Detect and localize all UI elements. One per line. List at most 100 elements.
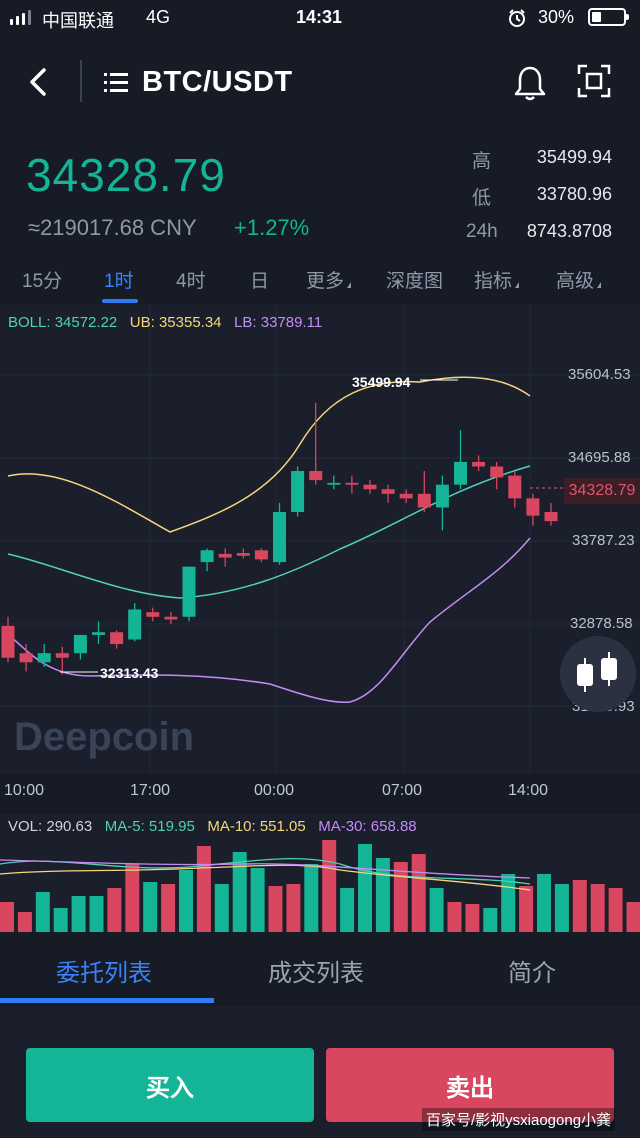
volume-bar bbox=[286, 884, 301, 932]
volume-bar bbox=[447, 902, 462, 932]
volume-bar bbox=[340, 888, 355, 932]
nav-bar: BTC/USDT bbox=[0, 36, 640, 130]
candle-body bbox=[508, 475, 522, 499]
candle-body bbox=[291, 471, 305, 513]
volume-bar bbox=[554, 884, 569, 932]
tab-15m[interactable]: 15分 bbox=[22, 271, 63, 292]
candle-toggle-icon bbox=[577, 652, 617, 692]
candle-body bbox=[381, 489, 395, 494]
time-axis bbox=[0, 774, 640, 814]
volume-bar bbox=[537, 874, 551, 932]
tab-indicators[interactable]: 指标 bbox=[474, 266, 520, 293]
bottom-tab-underline bbox=[0, 998, 214, 1003]
active-tab-underline bbox=[102, 299, 138, 303]
candle-body bbox=[472, 461, 486, 467]
boll-mid-line bbox=[7, 465, 531, 599]
tab-advanced[interactable]: 高级 bbox=[556, 266, 602, 293]
back-icon[interactable] bbox=[26, 66, 50, 98]
volume-bar bbox=[107, 888, 122, 932]
time-axis-label: 10:00 bbox=[4, 782, 45, 799]
dropdown-triangle-icon bbox=[347, 282, 352, 288]
volume-bar bbox=[53, 908, 68, 932]
source-watermark: 百家号/影视ysxiaogong小龚 bbox=[422, 1108, 616, 1131]
candle-body bbox=[55, 653, 69, 658]
ma5-value: MA-5: 519.95 bbox=[104, 818, 195, 835]
volume-bar bbox=[35, 892, 50, 932]
sell-button[interactable]: 卖出 bbox=[326, 1048, 614, 1122]
ma10-line bbox=[0, 864, 531, 891]
time-axis-label: 00:00 bbox=[254, 782, 295, 799]
high-marker-label: 35499.94 bbox=[352, 374, 411, 390]
low-value: 33780.96 bbox=[536, 184, 612, 204]
dropdown-triangle-icon bbox=[597, 282, 602, 288]
status-bar: 中国联通 4G 14:31 30% bbox=[0, 0, 640, 36]
current-price-tag: 34328.79 bbox=[564, 478, 640, 504]
low-marker-label: 32313.43 bbox=[100, 665, 159, 681]
price-change-percent: +1.27% bbox=[234, 215, 310, 240]
candle-body bbox=[218, 553, 232, 558]
price-axis-label: 34695.88 bbox=[568, 449, 631, 466]
bell-icon[interactable] bbox=[513, 64, 547, 102]
tab-intro[interactable]: 简介 bbox=[508, 960, 556, 987]
ma10-value: MA-10: 551.05 bbox=[207, 818, 306, 835]
nav-divider bbox=[80, 60, 82, 102]
alarm-icon bbox=[509, 9, 525, 27]
tab-4h[interactable]: 4时 bbox=[176, 271, 206, 292]
volume-bar bbox=[572, 880, 587, 932]
kline-chart[interactable]: Deepcoin bbox=[0, 304, 640, 774]
fullscreen-icon[interactable] bbox=[577, 64, 611, 98]
candle-body bbox=[454, 461, 467, 485]
volume-bar bbox=[250, 868, 265, 932]
volume-bar bbox=[161, 884, 176, 932]
pair-title[interactable]: BTC/USDT bbox=[142, 66, 293, 98]
volume-bar bbox=[0, 902, 14, 932]
volume-bar bbox=[393, 862, 408, 932]
tab-depth[interactable]: 深度图 bbox=[386, 271, 444, 292]
ma5-line bbox=[0, 858, 531, 885]
clock: 14:31 bbox=[296, 7, 343, 27]
boll-lower-value: LB: 33789.11 bbox=[234, 314, 323, 331]
time-axis-label: 17:00 bbox=[130, 782, 171, 799]
chart-type-toggle[interactable] bbox=[560, 636, 636, 712]
volume-bar bbox=[17, 912, 32, 932]
candle-body bbox=[345, 482, 359, 485]
tab-trades[interactable]: 成交列表 bbox=[268, 960, 364, 987]
boll-upper-line bbox=[7, 376, 531, 533]
candle-body bbox=[110, 632, 124, 645]
tab-more-label: 更多 bbox=[306, 271, 345, 292]
volume-bar bbox=[483, 908, 498, 932]
network-label: 4G bbox=[146, 7, 171, 27]
volume-bar bbox=[375, 858, 390, 932]
candle-body bbox=[363, 484, 377, 490]
ma30-line bbox=[0, 859, 531, 879]
volume-bar bbox=[89, 896, 104, 932]
candle-body bbox=[236, 552, 250, 556]
signal-icon bbox=[10, 19, 13, 25]
volume-bar bbox=[304, 864, 319, 932]
volume-bar bbox=[71, 896, 86, 932]
tab-1h[interactable]: 1时 bbox=[104, 271, 134, 292]
volume-bar bbox=[465, 904, 480, 932]
tab-more[interactable]: 更多 bbox=[306, 266, 352, 293]
candle-body bbox=[273, 512, 286, 563]
menu-list-icon[interactable] bbox=[104, 72, 128, 94]
tab-orders[interactable]: 委托列表 bbox=[56, 960, 152, 987]
volume-24h-value: 8743.8708 bbox=[526, 221, 612, 241]
signal-bar bbox=[22, 13, 25, 25]
candle-body bbox=[19, 653, 33, 663]
battery-icon bbox=[588, 8, 629, 26]
tab-day[interactable]: 日 bbox=[250, 271, 270, 292]
candle-body bbox=[200, 550, 214, 563]
ma30-value: MA-30: 658.88 bbox=[318, 818, 417, 835]
volume-bar bbox=[214, 884, 229, 932]
candle-body bbox=[327, 482, 341, 485]
tab-indicators-label: 指标 bbox=[474, 271, 513, 292]
buy-button[interactable]: 买入 bbox=[26, 1048, 314, 1122]
volume-bar bbox=[143, 882, 158, 932]
candle-body bbox=[1, 625, 15, 658]
volume-bar bbox=[626, 902, 640, 932]
candle-body bbox=[73, 634, 87, 654]
high-value: 35499.94 bbox=[536, 147, 612, 167]
volume-bar bbox=[268, 886, 283, 932]
volume-svg bbox=[0, 840, 640, 932]
